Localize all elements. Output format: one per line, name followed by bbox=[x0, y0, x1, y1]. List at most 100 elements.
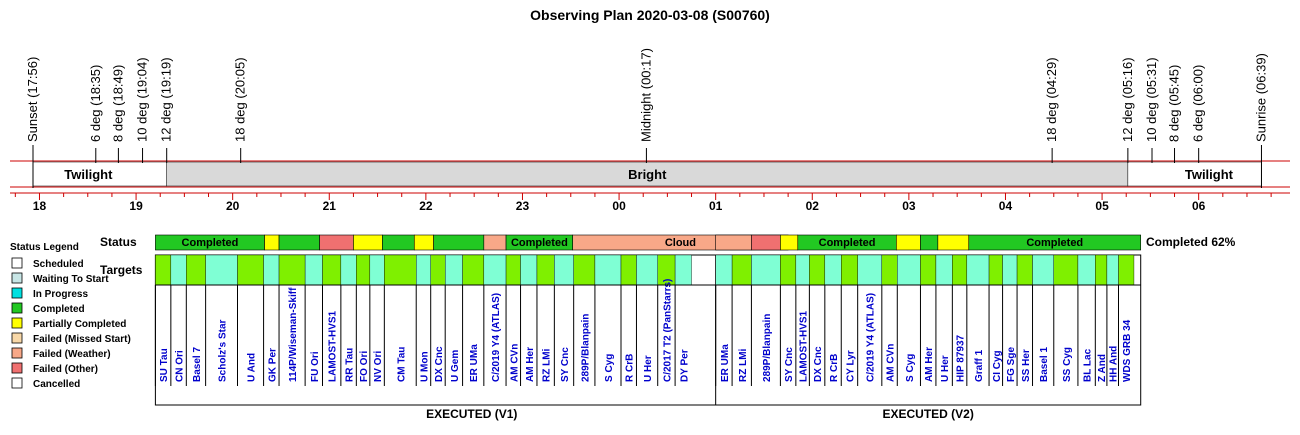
twilight-bands: Twilight Bright Twilight bbox=[32, 161, 1262, 187]
target-bar bbox=[780, 254, 797, 286]
targets-row-label: Targets bbox=[100, 263, 143, 277]
target-bar bbox=[416, 254, 431, 286]
legend-entry: Partially Completed bbox=[33, 319, 126, 330]
target-bar bbox=[536, 254, 555, 286]
status-segment bbox=[751, 234, 781, 251]
target-name: AM CVn bbox=[509, 344, 520, 382]
target-bar bbox=[952, 254, 968, 286]
target-bar bbox=[573, 254, 596, 286]
target-name: FU Ori bbox=[310, 351, 321, 382]
target-name: NV Ori bbox=[373, 351, 384, 382]
target-bar bbox=[1095, 254, 1108, 286]
event-label: 12 deg (19:19) bbox=[159, 57, 174, 142]
target-bar bbox=[715, 254, 733, 286]
target-name: HIP 87937 bbox=[956, 334, 967, 382]
target-name: U Mon bbox=[419, 351, 430, 382]
target-bar bbox=[795, 254, 810, 286]
section-1: Completed Completed Cloud SU Tau CN Ori Basel… bbox=[154, 234, 789, 421]
target-name: AM Her bbox=[924, 347, 935, 382]
status-segment-label: Completed bbox=[819, 237, 876, 249]
target-bar bbox=[304, 254, 323, 286]
section-label: EXECUTED (V1) bbox=[426, 407, 517, 421]
target-bar bbox=[1032, 254, 1054, 286]
target-bar bbox=[824, 254, 842, 286]
event-label: 18 deg (04:29) bbox=[1044, 57, 1059, 142]
event-label: Midnight (00:17) bbox=[638, 48, 653, 142]
executed-sections: Completed Completed Cloud SU Tau CN Ori Basel… bbox=[154, 234, 1142, 421]
event-label: 6 deg (18:35) bbox=[88, 65, 103, 142]
target-bar bbox=[369, 254, 385, 286]
target-name: AM CVn bbox=[886, 344, 897, 382]
event-label: Sunrise (06:39) bbox=[1253, 53, 1268, 142]
target-bar bbox=[263, 254, 280, 286]
target-bar bbox=[186, 254, 206, 286]
target-bar bbox=[322, 254, 342, 286]
target-name: Graff 1 bbox=[974, 349, 985, 382]
target-name: RZ LMi bbox=[738, 348, 749, 382]
target-name: U Her bbox=[940, 355, 951, 382]
target-name: Basel 1 bbox=[1039, 347, 1050, 382]
target-name: S Cyg bbox=[905, 354, 916, 382]
target-bar bbox=[1077, 254, 1096, 286]
band-label: Twilight bbox=[1185, 167, 1234, 182]
target-name: BL Lac bbox=[1083, 348, 1094, 382]
target-name: U Gem bbox=[450, 350, 461, 382]
target-name: RZ LMi bbox=[542, 348, 553, 382]
target-bar bbox=[731, 254, 752, 286]
target-bar bbox=[594, 254, 622, 286]
legend-swatch bbox=[11, 347, 23, 359]
event-label: 8 deg (18:49) bbox=[110, 65, 125, 142]
legend-entry: In Progress bbox=[33, 289, 88, 300]
band-twilight bbox=[32, 161, 167, 187]
target-bar bbox=[636, 254, 658, 286]
target-name: C/2017 T2 (PanStarrs) bbox=[662, 279, 673, 382]
status-segment bbox=[264, 234, 280, 251]
legend-swatch bbox=[11, 332, 23, 344]
target-bar bbox=[444, 254, 463, 286]
target-name: C/2019 Y4 (ATLAS) bbox=[491, 293, 502, 382]
target-name: CM Tau bbox=[396, 347, 407, 382]
band-label: Bright bbox=[628, 167, 667, 182]
status-segment bbox=[483, 234, 507, 251]
legend-swatch bbox=[11, 377, 23, 389]
target-bar bbox=[988, 254, 1003, 286]
target-name: DY Per bbox=[679, 349, 690, 382]
status-segment bbox=[896, 234, 921, 251]
target-name: DX Cnc bbox=[813, 346, 824, 382]
band-label: Twilight bbox=[64, 167, 113, 182]
hour-axis: 18 19 20 21 22 23 00 01 02 03 04 05 06 bbox=[14, 193, 1272, 213]
hour-label: 06 bbox=[1192, 199, 1206, 213]
legend-entry: Scheduled bbox=[33, 259, 84, 270]
status-legend: Status Legend Scheduled Waiting To Start I… bbox=[10, 242, 131, 390]
target-name: ER UMa bbox=[469, 344, 480, 382]
target-bar bbox=[340, 254, 357, 286]
event-label: Sunset (17:56) bbox=[25, 57, 40, 142]
event-label: 18 deg (20:05) bbox=[233, 57, 248, 142]
legend-swatch bbox=[11, 302, 23, 314]
section-2: Completed Completed ER UMa RZ LMi 289P/Blanp… bbox=[715, 234, 1142, 421]
target-name: SY Cnc bbox=[560, 347, 571, 382]
status-segment-label: Cloud bbox=[665, 237, 696, 249]
target-bar bbox=[881, 254, 898, 286]
event-label: 8 deg (05:45) bbox=[1167, 65, 1182, 142]
target-bar bbox=[1016, 254, 1033, 286]
hour-label: 05 bbox=[1095, 199, 1109, 213]
target-bar bbox=[920, 254, 937, 286]
target-name: SU Tau bbox=[159, 348, 170, 382]
legend-swatch bbox=[11, 317, 23, 329]
target-name: Scholz's Star bbox=[218, 319, 229, 382]
chart-title: Observing Plan 2020-03-08 (S00760) bbox=[530, 7, 770, 23]
status-segment bbox=[715, 234, 752, 251]
target-name: 289P/Blanpain bbox=[580, 314, 591, 382]
target-bar bbox=[237, 254, 264, 286]
target-bar bbox=[205, 254, 238, 286]
event-label: 12 deg (05:16) bbox=[1120, 57, 1135, 142]
target-name: U Her bbox=[643, 355, 654, 382]
target-bar bbox=[857, 254, 883, 286]
sun-events: Sunset (17:56) 6 deg (18:35) 8 deg (18:49)… bbox=[25, 48, 1268, 188]
legend-entry: Failed (Weather) bbox=[33, 349, 111, 360]
hour-label: 20 bbox=[226, 199, 240, 213]
target-name: LAMOST-HVS1 bbox=[328, 310, 339, 382]
target-name: R CrB bbox=[625, 354, 636, 382]
target-name: U And bbox=[247, 353, 258, 382]
